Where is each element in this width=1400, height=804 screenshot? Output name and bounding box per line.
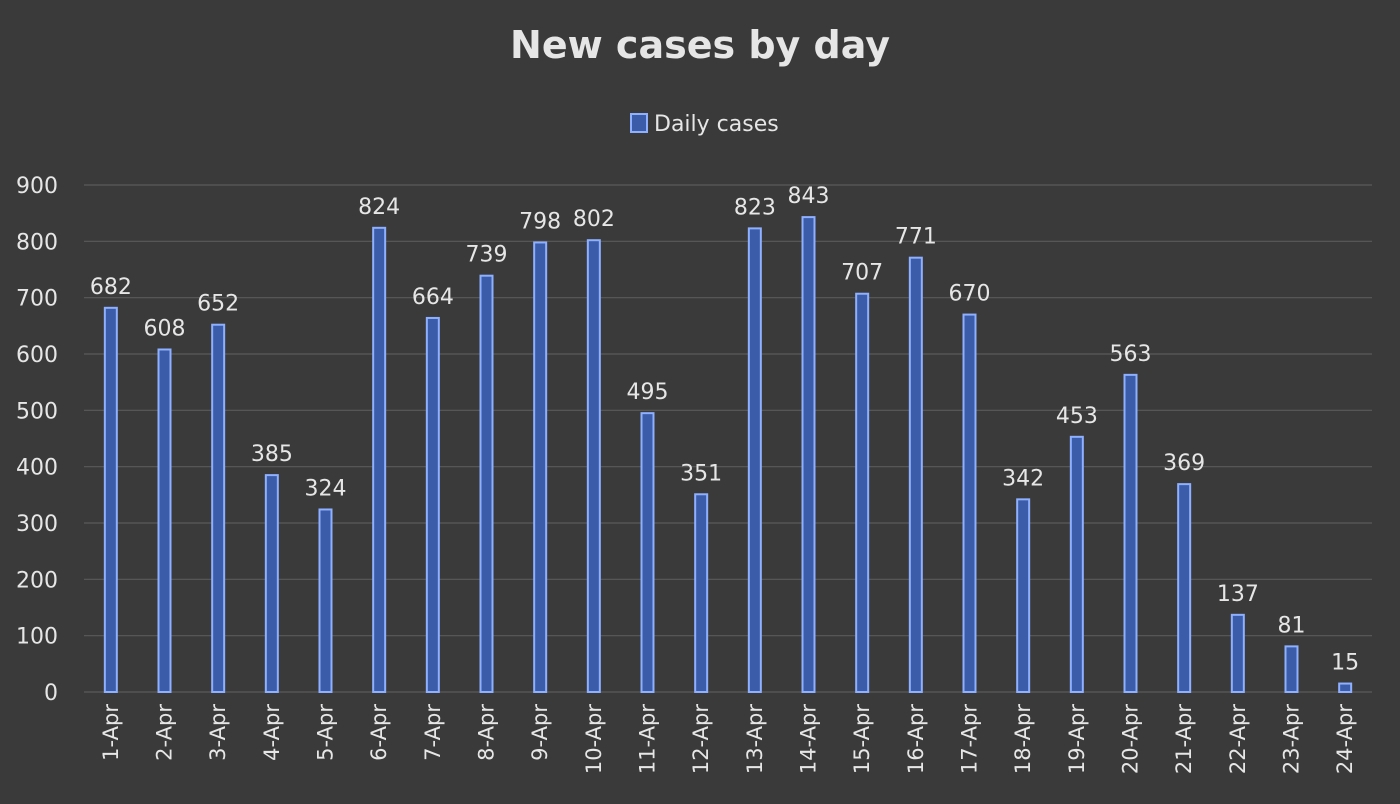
data-label: 824 (358, 195, 400, 220)
data-labels: 682 608 652 385 324 824 664 739 798 802 495 351 823 8… (90, 184, 1359, 675)
x-tick-label: 15-Apr (850, 704, 874, 775)
x-tick-label: 6-Apr (367, 704, 391, 761)
bar (1230, 613, 1245, 693)
y-tick-label: 800 (16, 230, 58, 255)
bar (855, 292, 870, 693)
data-label: 707 (841, 261, 883, 286)
bar (479, 274, 494, 693)
bar (747, 227, 762, 693)
data-label: 823 (734, 195, 776, 220)
bar (264, 474, 279, 693)
bar (1338, 682, 1353, 693)
x-tick-label: 16-Apr (904, 704, 928, 775)
bar (962, 313, 977, 693)
data-label: 682 (90, 275, 132, 300)
data-label: 324 (305, 476, 347, 501)
x-axis: 1-Apr 2-Apr 3-Apr 4-Apr 5-Apr 6-Apr 7-Apr 8-Apr… (99, 704, 1357, 775)
bars (103, 216, 1353, 694)
data-label: 802 (573, 207, 615, 232)
x-tick-label: 12-Apr (689, 704, 713, 775)
data-label: 495 (627, 380, 669, 405)
data-label: 652 (197, 292, 239, 317)
legend: Daily cases (630, 112, 779, 137)
x-tick-label: 10-Apr (582, 704, 606, 775)
data-label: 15 (1331, 651, 1359, 676)
data-label: 137 (1217, 582, 1259, 607)
data-label: 798 (519, 209, 561, 234)
bar (586, 239, 601, 693)
x-tick-label: 22-Apr (1226, 704, 1250, 775)
bar (533, 241, 548, 694)
y-tick-label: 0 (44, 681, 58, 706)
bar (211, 323, 226, 693)
legend-swatch (630, 113, 648, 133)
x-tick-label: 17-Apr (958, 704, 982, 775)
x-tick-label: 18-Apr (1011, 704, 1035, 775)
y-tick-label: 300 (16, 512, 58, 537)
data-label: 608 (144, 316, 186, 341)
bar (640, 412, 655, 693)
bar (801, 216, 816, 694)
data-label: 342 (1002, 466, 1044, 491)
x-tick-label: 21-Apr (1172, 704, 1196, 775)
data-label: 369 (1163, 451, 1205, 476)
y-tick-label: 400 (16, 456, 58, 481)
x-tick-label: 1-Apr (99, 704, 123, 761)
bar (1284, 645, 1299, 693)
x-tick-label: 20-Apr (1119, 704, 1143, 775)
bar (372, 226, 387, 694)
y-tick-label: 600 (16, 343, 58, 368)
data-label: 664 (412, 285, 454, 310)
data-label: 670 (949, 282, 991, 307)
x-tick-label: 11-Apr (636, 704, 660, 775)
y-tick-label: 700 (16, 287, 58, 312)
chart-title: New cases by day (510, 23, 890, 67)
x-tick-label: 2-Apr (153, 704, 177, 761)
bar (1177, 483, 1192, 693)
x-tick-label: 5-Apr (314, 704, 338, 761)
x-tick-label: 24-Apr (1333, 704, 1357, 775)
y-tick-label: 900 (16, 174, 58, 199)
x-tick-label: 4-Apr (260, 704, 284, 761)
x-tick-label: 7-Apr (421, 704, 445, 761)
x-tick-label: 19-Apr (1065, 704, 1089, 775)
bar (318, 508, 333, 694)
y-axis: 0 100 200 300 400 500 600 700 800 900 (16, 174, 58, 706)
x-tick-label: 3-Apr (206, 704, 230, 761)
data-label: 739 (466, 243, 508, 268)
bar (425, 316, 440, 693)
bar (908, 256, 923, 693)
bar (694, 493, 709, 693)
x-tick-label: 8-Apr (475, 704, 499, 761)
y-tick-label: 500 (16, 399, 58, 424)
data-label: 563 (1110, 342, 1152, 367)
gridlines (84, 184, 1372, 693)
x-tick-label: 13-Apr (743, 704, 767, 775)
bar (103, 306, 118, 693)
data-label: 351 (680, 461, 722, 486)
legend-label: Daily cases (654, 112, 779, 137)
bar (1123, 373, 1138, 693)
x-tick-label: 14-Apr (797, 704, 821, 775)
data-label: 843 (788, 184, 830, 209)
bar (157, 348, 172, 693)
x-tick-label: 9-Apr (528, 704, 552, 761)
data-label: 771 (895, 225, 937, 250)
data-label: 453 (1056, 404, 1098, 429)
data-label: 385 (251, 442, 293, 467)
y-tick-label: 100 (16, 625, 58, 650)
x-tick-label: 23-Apr (1280, 704, 1304, 775)
bar (1016, 498, 1031, 693)
bar (1069, 435, 1084, 693)
data-label: 81 (1278, 613, 1306, 638)
y-tick-label: 200 (16, 568, 58, 593)
